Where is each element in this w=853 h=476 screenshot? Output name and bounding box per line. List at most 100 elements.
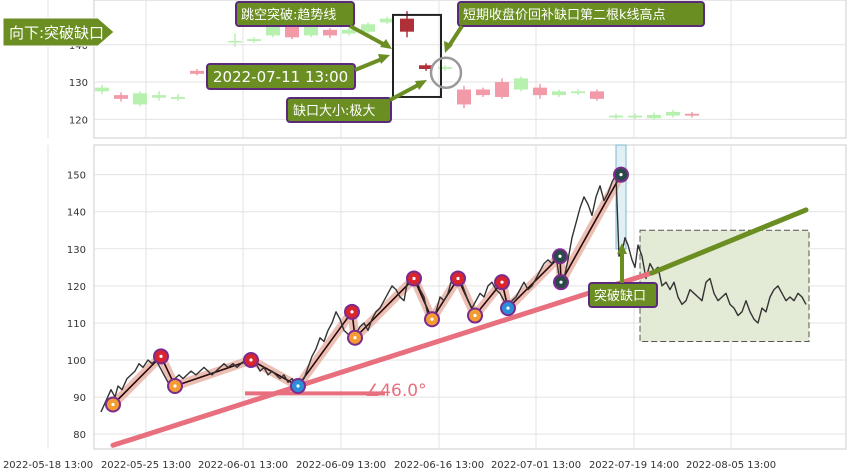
candle — [342, 27, 356, 36]
zigzag-marker — [153, 348, 169, 365]
candle-body — [152, 95, 166, 98]
x-tick-label: 2022-06-01 13:00 — [198, 460, 288, 471]
candle-body — [323, 29, 337, 36]
trendline-extension — [649, 207, 809, 276]
candle — [171, 93, 185, 101]
candle-body — [190, 70, 204, 74]
candle — [438, 65, 452, 71]
candle-body — [266, 24, 280, 36]
candle-body — [514, 78, 528, 90]
callout-gap-size: 缺口大小:极大 — [286, 80, 427, 123]
direction-label: 向下:突破缺口 — [9, 24, 104, 42]
candle-body — [247, 39, 261, 42]
x-tick-label: 2022-07-01 13:00 — [491, 460, 581, 471]
gap-breakout-label: 跳空突破:趋势线 — [241, 7, 336, 23]
candle-body — [533, 87, 547, 96]
candle-body — [361, 24, 375, 32]
zigzag-marker — [424, 311, 440, 328]
marker-glyph — [473, 313, 477, 318]
marker-glyph — [173, 384, 177, 388]
candle-body — [495, 82, 509, 97]
candle-body — [628, 115, 642, 118]
candle-body — [114, 95, 128, 99]
bottom-y-tick: 100 — [67, 356, 86, 367]
candle-body — [590, 91, 604, 99]
callout-high-point: 短期收盘价回补缺口第二根k线高点 — [444, 1, 705, 53]
high-point-label: 短期收盘价回补缺口第二根k线高点 — [463, 7, 666, 23]
callout-gap-breakout: 跳空突破:趋势线 — [235, 1, 392, 49]
candle — [361, 22, 375, 34]
candle-body — [419, 65, 433, 69]
x-tick-label: 2022-06-09 13:00 — [296, 460, 386, 471]
zigzag-marker — [243, 352, 259, 369]
marker-glyph — [430, 317, 434, 321]
candle — [247, 37, 261, 43]
x-axis: 2022-05-18 13:00 2022-05-25 13:00 2022-06-… — [3, 460, 776, 471]
angle-label: ∠46.0° — [365, 381, 427, 401]
candle — [628, 113, 642, 120]
zigzag-marker — [552, 248, 568, 265]
bottom-y-tick: 110 — [67, 319, 86, 330]
candle — [380, 16, 394, 25]
candle — [571, 89, 585, 96]
callout-breakout-gap: 突破缺口 — [588, 243, 658, 308]
callout-direction: 向下:突破缺口 — [2, 17, 115, 47]
candle — [609, 113, 623, 120]
zigzag-marker — [406, 270, 422, 287]
marker-glyph — [296, 384, 300, 388]
candle-body — [457, 89, 471, 105]
bottom-y-tick: 90 — [73, 393, 86, 404]
candle — [552, 89, 566, 97]
zigzag-marker — [105, 396, 121, 413]
candle-body — [609, 115, 623, 118]
x-tick-label: 2022-06-16 13:00 — [394, 460, 484, 471]
candle — [114, 92, 128, 102]
candle-body — [95, 87, 109, 92]
zigzag-marker — [167, 377, 183, 394]
candle — [457, 85, 471, 109]
candle — [647, 112, 661, 121]
marker-glyph — [559, 280, 563, 284]
datetime-label: 2022-07-11 13:00 — [213, 68, 348, 86]
marker-glyph — [456, 276, 460, 281]
candle-body — [380, 18, 394, 23]
candle-body — [552, 91, 566, 96]
gap-fill-circle — [429, 56, 463, 89]
gap-highlight-box — [392, 13, 442, 98]
bottom-y-tick: 130 — [67, 245, 86, 256]
bottom-y-tick: 150 — [67, 171, 86, 182]
marker-glyph — [506, 306, 510, 310]
candle-body — [171, 96, 185, 99]
candle-body — [438, 67, 452, 69]
zigzag-marker — [344, 303, 360, 320]
candle — [95, 85, 109, 94]
marker-glyph — [159, 354, 163, 358]
zigzag-markers — [105, 166, 629, 413]
x-tick-label: 2022-07-19 14:00 — [589, 460, 679, 471]
candle — [590, 89, 604, 101]
marker-glyph — [249, 358, 253, 362]
zigzag-marker — [553, 274, 569, 291]
x-tick-label: 2022-05-25 13:00 — [101, 460, 191, 471]
marker-glyph — [111, 402, 115, 407]
candle — [228, 33, 242, 47]
candle-body — [304, 26, 318, 36]
candle-body — [342, 29, 356, 34]
projection-box — [639, 229, 810, 342]
candle-body — [476, 89, 490, 96]
zigzag-marker — [347, 329, 363, 346]
gap-size-label: 缺口大小:极大 — [293, 104, 375, 119]
bottom-y-tick: 140 — [67, 208, 86, 219]
zigzag-marker — [500, 300, 516, 317]
candle — [685, 111, 699, 118]
candle — [476, 87, 490, 97]
candle-body — [685, 113, 699, 116]
x-tick-label: 2022-08-05 13:00 — [686, 460, 776, 471]
candle — [419, 63, 433, 71]
marker-glyph — [500, 280, 504, 284]
marker-glyph — [619, 173, 623, 177]
candle-body — [228, 41, 242, 43]
